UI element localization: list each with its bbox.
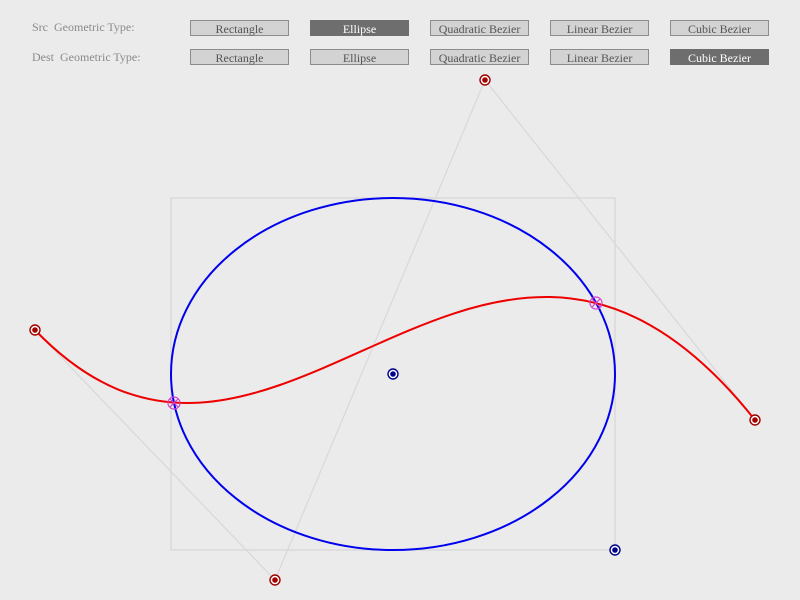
src-type-cubic-bezier-button[interactable]: Cubic Bezier	[670, 20, 769, 36]
bezier-control-point-1-handle-icon[interactable]	[269, 574, 281, 586]
ellipse-corner-handle-icon[interactable]	[609, 544, 621, 556]
bezier-control-polygon	[34, 78, 756, 582]
src-type-rectangle-button[interactable]: Rectangle	[190, 20, 289, 36]
intersection-marker-icon	[589, 296, 603, 310]
dest-type-label: Dest Geometric Type:	[32, 50, 141, 64]
src-type-linear-bezier-button[interactable]: Linear Bezier	[550, 20, 649, 36]
dest-type-quadratic-bezier-button[interactable]: Quadratic Bezier	[430, 49, 529, 65]
src-type-quadratic-bezier-button[interactable]: Quadratic Bezier	[430, 20, 529, 36]
ellipse-center-handle-icon[interactable]	[387, 368, 399, 380]
dest-type-rectangle-button[interactable]: Rectangle	[190, 49, 289, 65]
bezier-control-point-2-handle-icon[interactable]	[479, 74, 491, 86]
bezier-start-point-handle-icon[interactable]	[29, 324, 41, 336]
bezier-end-point-handle-icon[interactable]	[749, 414, 761, 426]
dest-type-ellipse-button[interactable]: Ellipse	[310, 49, 409, 65]
src-type-label: Src Geometric Type:	[32, 20, 135, 34]
src-type-ellipse-button[interactable]: Ellipse	[310, 20, 409, 36]
source-ellipse	[170, 197, 616, 551]
dest-cubic-bezier-curve	[34, 296, 756, 421]
intersection-marker-icon	[167, 396, 181, 410]
dest-type-cubic-bezier-button[interactable]: Cubic Bezier	[670, 49, 769, 65]
dest-type-linear-bezier-button[interactable]: Linear Bezier	[550, 49, 649, 65]
